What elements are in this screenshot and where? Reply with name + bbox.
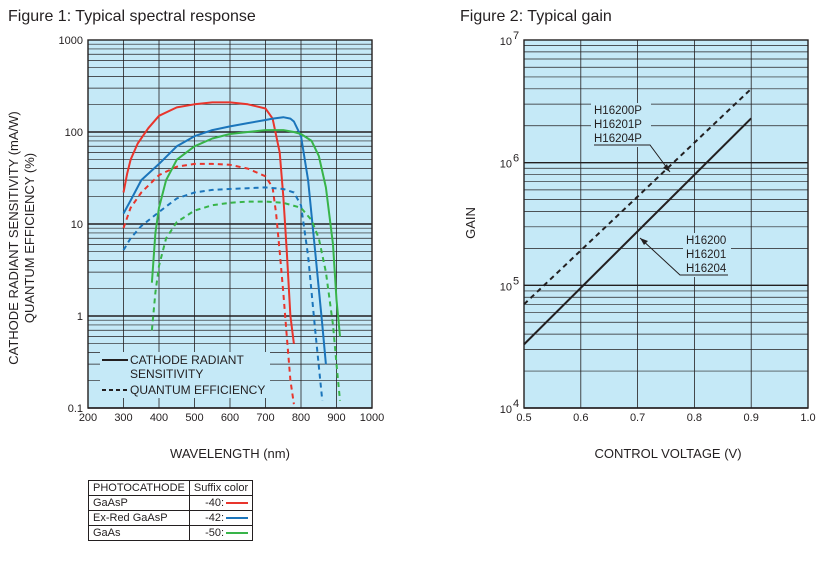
figure2-ytick-exponent: 7 xyxy=(513,30,519,42)
figure1-series-line-2 xyxy=(122,116,327,365)
figure1-series-line-3 xyxy=(122,186,324,401)
suffix-color-table: PHOTOCATHODE Suffix color GaAsP -40: Ex-… xyxy=(88,480,254,541)
figure1-xtick-label: 400 xyxy=(150,412,168,424)
annotation-dashed-3: H16204P xyxy=(594,133,642,145)
annotation-solid-1: H16200 xyxy=(686,235,726,247)
figure1-ytick-label: 1000 xyxy=(59,35,83,47)
suffix-code: -42: xyxy=(205,511,225,524)
figure2-ytick-exponent: 6 xyxy=(513,153,519,165)
annotation-solid-2: H16201 xyxy=(686,249,726,261)
figure1-xlabel: WAVELENGTH (nm) xyxy=(170,446,290,461)
table-header-suffix-color: Suffix color xyxy=(188,480,254,496)
figure1-ytick-label: 0.1 xyxy=(68,403,83,415)
figure2-title: Figure 2: Typical gain xyxy=(460,8,612,25)
annotation-bg-dashed xyxy=(591,103,651,147)
figure2-solid-annotation: H16200 H16201 H16204 xyxy=(639,233,731,277)
figure1-ytick-label: 10 xyxy=(71,219,83,231)
table-row: GaAs -50: xyxy=(88,525,254,541)
legend-solid-label-2: SENSITIVITY xyxy=(130,367,203,381)
figure2-ylabel: GAIN xyxy=(463,207,478,239)
table-row: Ex-Red GaAsP -42: xyxy=(88,510,254,526)
suffix-color-swatch xyxy=(226,501,249,504)
figure1-ylabel-line2: QUANTUM EFFICIENCY (%) xyxy=(22,153,37,323)
figure1-xtick-label: 600 xyxy=(221,412,239,424)
annotation-leader-dashed xyxy=(594,144,671,173)
figure1-plot-frame xyxy=(87,39,373,409)
table-cell-cathode: GaAs xyxy=(88,525,190,541)
figure2-ytick-label: 10 xyxy=(500,281,512,293)
figure2-ytick-exponent: 4 xyxy=(513,398,519,410)
figure2-ytick-label: 10 xyxy=(500,36,512,48)
figure2-xtick-label: 0.8 xyxy=(687,412,702,424)
annotation-bg-solid xyxy=(683,233,731,277)
annotation-dashed-1: H16200P xyxy=(594,105,642,117)
figure1-ytick-label: 1 xyxy=(77,311,83,323)
figure2-ytick-label: 10 xyxy=(500,159,512,171)
table-cell-cathode: Ex-Red GaAsP xyxy=(88,510,190,526)
table-cell-cathode: GaAsP xyxy=(88,495,190,511)
figure2-plot-area xyxy=(524,40,808,408)
figure1-ytick-label: 100 xyxy=(65,127,83,139)
figure2-xtick-label: 0.5 xyxy=(516,412,531,424)
table-row: GaAsP -40: xyxy=(88,495,254,511)
figure1-xtick-label: 900 xyxy=(327,412,345,424)
figure1-series-line-1 xyxy=(122,162,295,405)
figure2-plot-frame xyxy=(523,39,809,409)
suffix-code: -50: xyxy=(205,526,225,539)
table-cell-suffix: -50: xyxy=(188,525,254,541)
figure2-ytick-exponent: 5 xyxy=(513,275,519,287)
figure2-xtick-label: 0.7 xyxy=(630,412,645,424)
suffix-code: -40: xyxy=(205,496,225,509)
figure2-ytick-label: 10 xyxy=(500,404,512,416)
legend-solid-label-1: CATHODE RADIANT xyxy=(130,353,244,367)
annotation-solid-3: H16204 xyxy=(686,263,727,275)
figure2-xtick-label: 1.0 xyxy=(800,412,815,424)
figure1-ylabel-line1: CATHODE RADIANT SENSITIVITY (mA/W) xyxy=(6,111,21,365)
table-header-row: PHOTOCATHODE Suffix color xyxy=(88,480,254,496)
legend-background xyxy=(100,352,270,398)
figure1-series-line-0 xyxy=(122,101,295,344)
annotation-dashed-2: H16201P xyxy=(594,119,642,131)
figure1-series-line-4 xyxy=(150,129,341,337)
legend-dashed-label: QUANTUM EFFICIENCY xyxy=(130,383,265,397)
figure1-xtick-label: 200 xyxy=(79,412,97,424)
table-cell-suffix: -42: xyxy=(188,510,254,526)
suffix-color-swatch xyxy=(226,531,249,534)
figure2-series-line-1 xyxy=(523,117,752,346)
table-cell-suffix: -40: xyxy=(188,495,254,511)
figure2-xlabel: CONTROL VOLTAGE (V) xyxy=(594,446,741,461)
figure2-dashed-annotation: H16200P H16201P H16204P xyxy=(591,103,671,173)
annotation-arrow-solid xyxy=(640,238,648,245)
suffix-color-swatch xyxy=(226,516,249,519)
figure2-xtick-label: 0.9 xyxy=(744,412,759,424)
figure1-xtick-label: 300 xyxy=(114,412,132,424)
figure1-xtick-label: 1000 xyxy=(360,412,384,424)
figure1-xtick-label: 700 xyxy=(256,412,274,424)
figure1-legend: CATHODE RADIANT SENSITIVITY QUANTUM EFFI… xyxy=(100,352,270,398)
figure2-series-line-0 xyxy=(523,88,752,306)
annotation-arrow-dashed xyxy=(663,164,670,172)
table-header-photocathode: PHOTOCATHODE xyxy=(88,480,190,496)
figure1-xtick-label: 800 xyxy=(292,412,310,424)
figure1-title: Figure 1: Typical spectral response xyxy=(8,8,256,25)
figure2-xtick-label: 0.6 xyxy=(573,412,588,424)
figure1-chart: 200 300 400 500 600 700 800 900 1000 0.1 1 10 100 100… xyxy=(59,35,385,424)
figure1-xtick-label: 500 xyxy=(185,412,203,424)
annotation-leader-solid xyxy=(639,237,728,276)
